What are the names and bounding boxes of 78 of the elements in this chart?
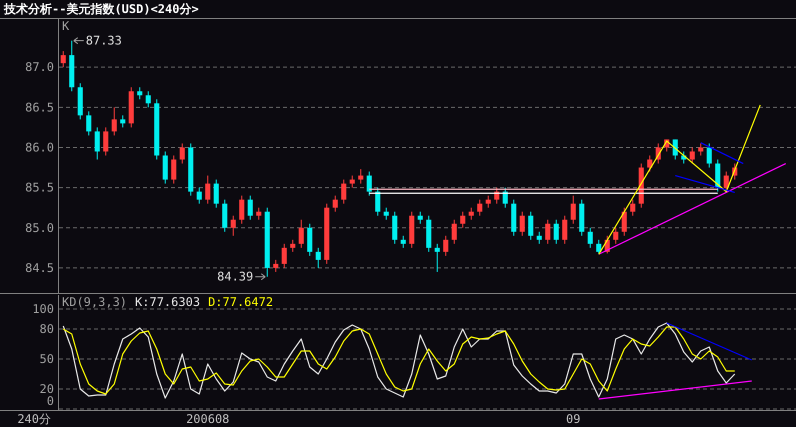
candlestick xyxy=(146,90,151,108)
candlestick xyxy=(103,126,108,156)
annotation: 84.39 xyxy=(217,270,254,284)
candlestick xyxy=(298,219,304,248)
candlestick xyxy=(554,219,559,244)
y-tick-label: 50 xyxy=(40,352,54,366)
candlestick xyxy=(350,175,355,188)
series-label: K:77.6303 xyxy=(135,295,200,309)
candlestick xyxy=(248,195,253,220)
candlestick xyxy=(596,239,602,254)
candlestick xyxy=(460,211,466,228)
chart-title: 技术分析--美元指数(USD)<240分> xyxy=(3,2,199,16)
candlestick xyxy=(341,179,346,204)
annotation: K xyxy=(62,19,70,33)
text: D:77.6472 xyxy=(208,295,274,309)
candlestick xyxy=(528,211,534,240)
candlestick xyxy=(316,247,321,268)
candlestick xyxy=(477,199,482,216)
candlestick xyxy=(570,195,576,224)
candlestick xyxy=(290,239,296,252)
candlestick xyxy=(366,171,372,196)
candlestick xyxy=(180,142,185,164)
candlestick xyxy=(358,168,364,184)
candlestick xyxy=(468,207,474,220)
candlestick xyxy=(205,175,210,204)
y-tick-label: 85.5 xyxy=(25,180,54,195)
candlestick xyxy=(434,243,440,272)
candlestick xyxy=(588,227,593,248)
candlestick xyxy=(375,187,380,216)
candlestick xyxy=(630,199,636,216)
y-tick-label: 20 xyxy=(40,382,54,396)
y-tick-label: 80 xyxy=(40,322,54,336)
candlestick xyxy=(698,142,704,156)
candlestick xyxy=(647,155,652,172)
y-tick-label: 0 xyxy=(46,394,54,408)
candlestick xyxy=(562,215,568,244)
candlestick xyxy=(86,110,92,136)
candlestick xyxy=(332,195,338,212)
candlestick xyxy=(400,235,406,248)
candlestick xyxy=(214,179,219,208)
line-series xyxy=(598,104,761,255)
y-tick-label: 86.0 xyxy=(25,140,54,154)
candlestick xyxy=(120,114,126,128)
candlestick xyxy=(536,231,542,244)
candlestick xyxy=(502,187,508,208)
candlestick xyxy=(196,187,202,204)
candlestick xyxy=(545,219,550,244)
y-tick-label: 86.5 xyxy=(25,100,54,114)
candlestick xyxy=(112,106,117,136)
candlestick xyxy=(613,227,618,244)
candlestick xyxy=(724,171,729,192)
annotation: KD(9,3,3) xyxy=(62,295,128,309)
x-tick-label: 09 xyxy=(566,412,580,426)
x-tick-label: 200608 xyxy=(186,412,230,426)
y-tick-label: 84.5 xyxy=(25,260,54,275)
candlestick xyxy=(418,211,423,224)
annotation: 87.33 xyxy=(86,34,122,48)
y-tick-label: 85.0 xyxy=(25,220,54,235)
candlestick xyxy=(60,50,66,68)
candlestick xyxy=(230,215,236,236)
candlestick xyxy=(690,146,695,164)
candlestick xyxy=(384,207,389,220)
candlestick xyxy=(706,142,712,168)
candlestick xyxy=(520,211,525,236)
candlestick xyxy=(622,207,627,236)
candlestick xyxy=(443,235,448,256)
candlestick xyxy=(486,195,491,208)
y-tick-label: 100 xyxy=(32,302,54,316)
candlestick xyxy=(256,207,262,220)
candlestick xyxy=(239,195,244,224)
candlestick xyxy=(171,155,176,184)
candlestick xyxy=(282,243,287,268)
text: 240分 xyxy=(17,412,51,426)
candlestick xyxy=(452,219,457,244)
y-tick-label: 87.0 xyxy=(25,60,54,74)
candlestick xyxy=(273,259,278,272)
candlestick xyxy=(94,126,100,160)
candlestick xyxy=(137,86,142,100)
